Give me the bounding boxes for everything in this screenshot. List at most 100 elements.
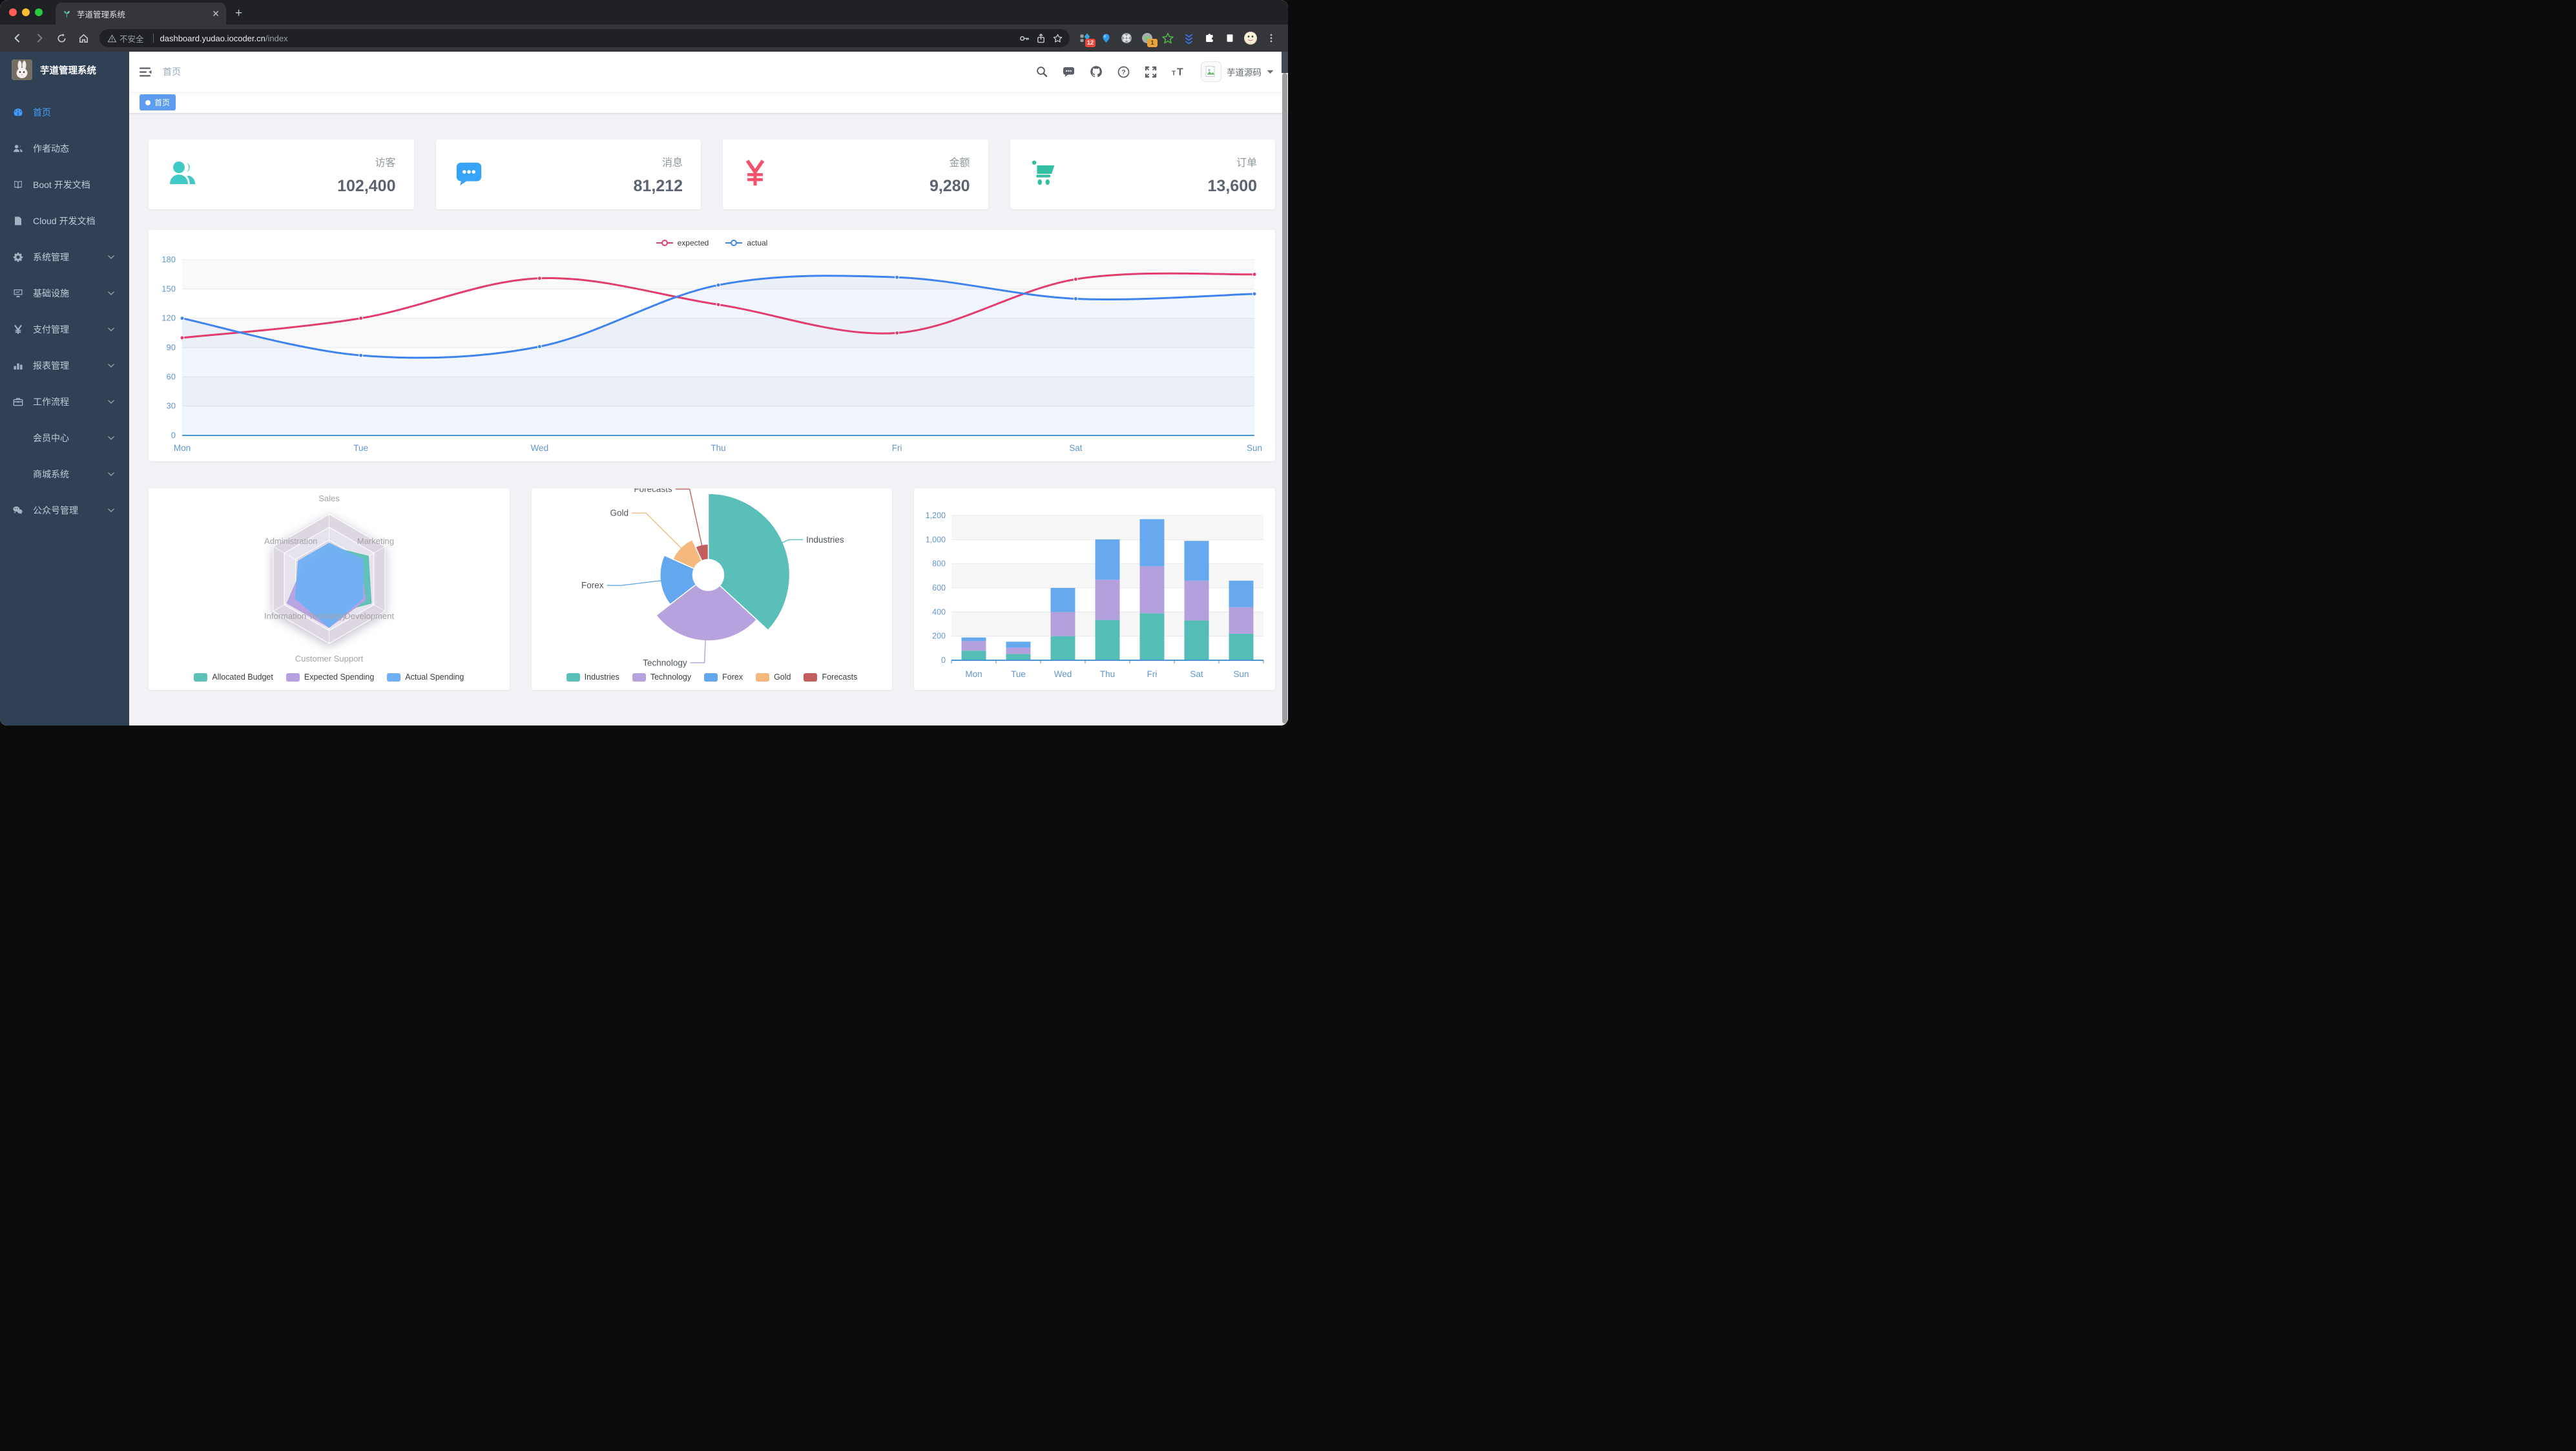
sidebar-item-label: Cloud 开发文档 [33, 216, 96, 226]
sidebar-item-6[interactable]: 基础设施 [0, 275, 129, 311]
legend-label: Forecasts [822, 673, 858, 682]
legend-item-forecasts[interactable]: Forecasts [804, 673, 857, 682]
radar-chart-canvas[interactable]: Sales Administration Information Techology… [149, 488, 510, 690]
url-host[interactable]: dashboard.yudao.iocoder.cn [160, 33, 265, 43]
svg-text:200: 200 [932, 632, 946, 641]
side-panel-icon[interactable] [1221, 29, 1239, 47]
bottom-charts-row: Sales Administration Information Techology… [149, 488, 1276, 690]
stat-value: 81,212 [633, 176, 683, 195]
stat-label: 消息 [661, 157, 683, 169]
sidebar-item-10[interactable]: 会员中心 [0, 420, 129, 456]
home-icon[interactable] [74, 28, 93, 48]
share-icon[interactable] [1032, 28, 1049, 48]
legend-item-industries[interactable]: Industries [566, 673, 619, 682]
svg-text:Administration: Administration [264, 536, 317, 546]
chevron-down-icon [107, 255, 115, 260]
legend-item-expected[interactable]: expected [656, 238, 709, 247]
stat-value: 9,280 [929, 176, 970, 195]
user-menu[interactable]: 芋道源码 [1201, 61, 1274, 82]
sidebar-item-4[interactable]: Cloud 开发文档 [0, 203, 129, 239]
sidebar-item-9[interactable]: 工作流程 [0, 384, 129, 420]
svg-text:600: 600 [932, 583, 946, 592]
sidebar-item-3[interactable]: Boot 开发文档 [0, 167, 129, 203]
sidebar-item-1[interactable]: 首页 [0, 94, 129, 130]
legend-item-actual[interactable]: actual [725, 238, 767, 247]
stat-card-1[interactable]: 访客 102,400 [149, 140, 414, 209]
briefcase-icon [12, 397, 23, 407]
reload-icon[interactable] [52, 28, 71, 48]
extensions-puzzle-icon[interactable] [1200, 29, 1218, 47]
search-icon[interactable] [1036, 66, 1048, 78]
help-icon[interactable]: ? [1117, 66, 1130, 78]
breadcrumb[interactable]: 首页 [163, 67, 181, 77]
sidebar-item-label: Boot 开发文档 [33, 180, 90, 190]
sidebar-item-12[interactable]: 公众号管理 [0, 492, 129, 528]
svg-text:Customer Support: Customer Support [295, 654, 364, 663]
back-icon[interactable] [8, 28, 27, 48]
tag-home[interactable]: 首页 [140, 94, 176, 110]
page-scrollbar[interactable] [1282, 73, 1287, 724]
user-name[interactable]: 芋道源码 [1227, 68, 1262, 78]
legend-item-technology[interactable]: Technology [632, 673, 691, 682]
bookmark-star-icon[interactable] [1049, 28, 1066, 48]
legend-item-gold[interactable]: Gold [756, 673, 791, 682]
profile-avatar-icon[interactable] [1241, 29, 1260, 47]
legend-label: Allocated Budget [212, 673, 273, 682]
hamburger-icon[interactable] [140, 67, 152, 78]
favicon-sprout-icon [62, 9, 72, 19]
browser-tab[interactable]: 芋道管理系统 ✕ [56, 3, 226, 25]
sidebar-logo[interactable]: 芋道管理系统 [0, 52, 129, 88]
security-label[interactable]: 不安全 [119, 34, 144, 44]
github-icon[interactable] [1090, 65, 1103, 78]
svg-text:Tue: Tue [353, 443, 368, 453]
url-divider [152, 34, 154, 43]
peoples-icon [167, 158, 199, 192]
sidebar-item-8[interactable]: 报表管理 [0, 348, 129, 384]
sidebar-menu: 首页 作者动态 Boot 开发文档 Cloud 开发文档系统管理 基础设施 支付管理 报表管… [0, 94, 129, 528]
fullscreen-icon[interactable] [1145, 66, 1157, 78]
password-key-icon[interactable] [1015, 28, 1032, 48]
forward-icon[interactable] [30, 28, 49, 48]
minimize-window-button[interactable] [22, 8, 30, 16]
extension-star-icon[interactable] [1159, 29, 1177, 47]
user-avatar[interactable] [1201, 61, 1221, 82]
legend-item-forex[interactable]: Forex [704, 673, 743, 682]
extension-chevrons-icon[interactable] [1179, 29, 1198, 47]
url-path[interactable]: /index [265, 33, 288, 43]
extension-recorder-icon[interactable]: 1 [1138, 29, 1158, 47]
security-warning-icon[interactable] [107, 34, 117, 43]
stat-card-4[interactable]: 订单 13,600 [1010, 140, 1275, 209]
svg-text:Sales: Sales [318, 494, 340, 503]
stat-card-3[interactable]: 金额 9,280 [723, 140, 988, 209]
line-chart-canvas[interactable]: 0 30 60 90 120 150 180 Mon Tue Wed Thu Fri Sat Sun [149, 230, 1275, 461]
close-window-button[interactable] [9, 8, 17, 16]
sidebar-item-11[interactable]: 商城系统 [0, 456, 129, 492]
legend-item-expected-spending[interactable]: Expected Spending [286, 673, 374, 682]
tab-close-icon[interactable]: ✕ [212, 8, 220, 19]
extension-balloon-icon[interactable] [1097, 29, 1115, 47]
message-icon[interactable] [1063, 66, 1075, 78]
stat-card-2[interactable]: 消息 81,212 [435, 140, 701, 209]
svg-text:?: ? [1121, 68, 1125, 76]
address-bar[interactable]: 不安全 dashboard.yudao.iocoder.cn /index [99, 29, 1070, 47]
chevron-down-icon [107, 472, 115, 477]
sidebar-item-2[interactable]: 作者动态 [0, 130, 129, 167]
legend-chip [632, 673, 646, 682]
legend-item-actual-spending[interactable]: Actual Spending [387, 673, 464, 682]
pie-chart-card: Industries Technology Forex Gold Forecasts I… [531, 488, 893, 690]
svg-text:T: T [1172, 70, 1176, 78]
new-tab-button[interactable]: + [235, 6, 243, 20]
sidebar-item-5[interactable]: 系统管理 [0, 239, 129, 275]
legend-item-allocated-budget[interactable]: Allocated Budget [194, 673, 273, 682]
sidebar-item-7[interactable]: 支付管理 [0, 311, 129, 348]
browser-menu-dots-icon[interactable] [1262, 29, 1280, 47]
cart-icon [1028, 158, 1059, 191]
zoom-window-button[interactable] [35, 8, 43, 16]
extension-command-icon[interactable] [1117, 29, 1136, 47]
book-icon [12, 180, 23, 190]
bar-chart-canvas[interactable]: 0 200 400 600 800 1,000 1,200 Mon Tue Wed Thu Fri Sa… [914, 488, 1275, 690]
bar-chart-card: 0 200 400 600 800 1,000 1,200 Mon Tue Wed Thu Fri Sa… [914, 488, 1276, 690]
extension-tag-manager-icon[interactable]: 12 [1076, 29, 1096, 47]
pie-chart-canvas[interactable]: Industries Technology Forex Gold Forecasts [532, 488, 893, 690]
